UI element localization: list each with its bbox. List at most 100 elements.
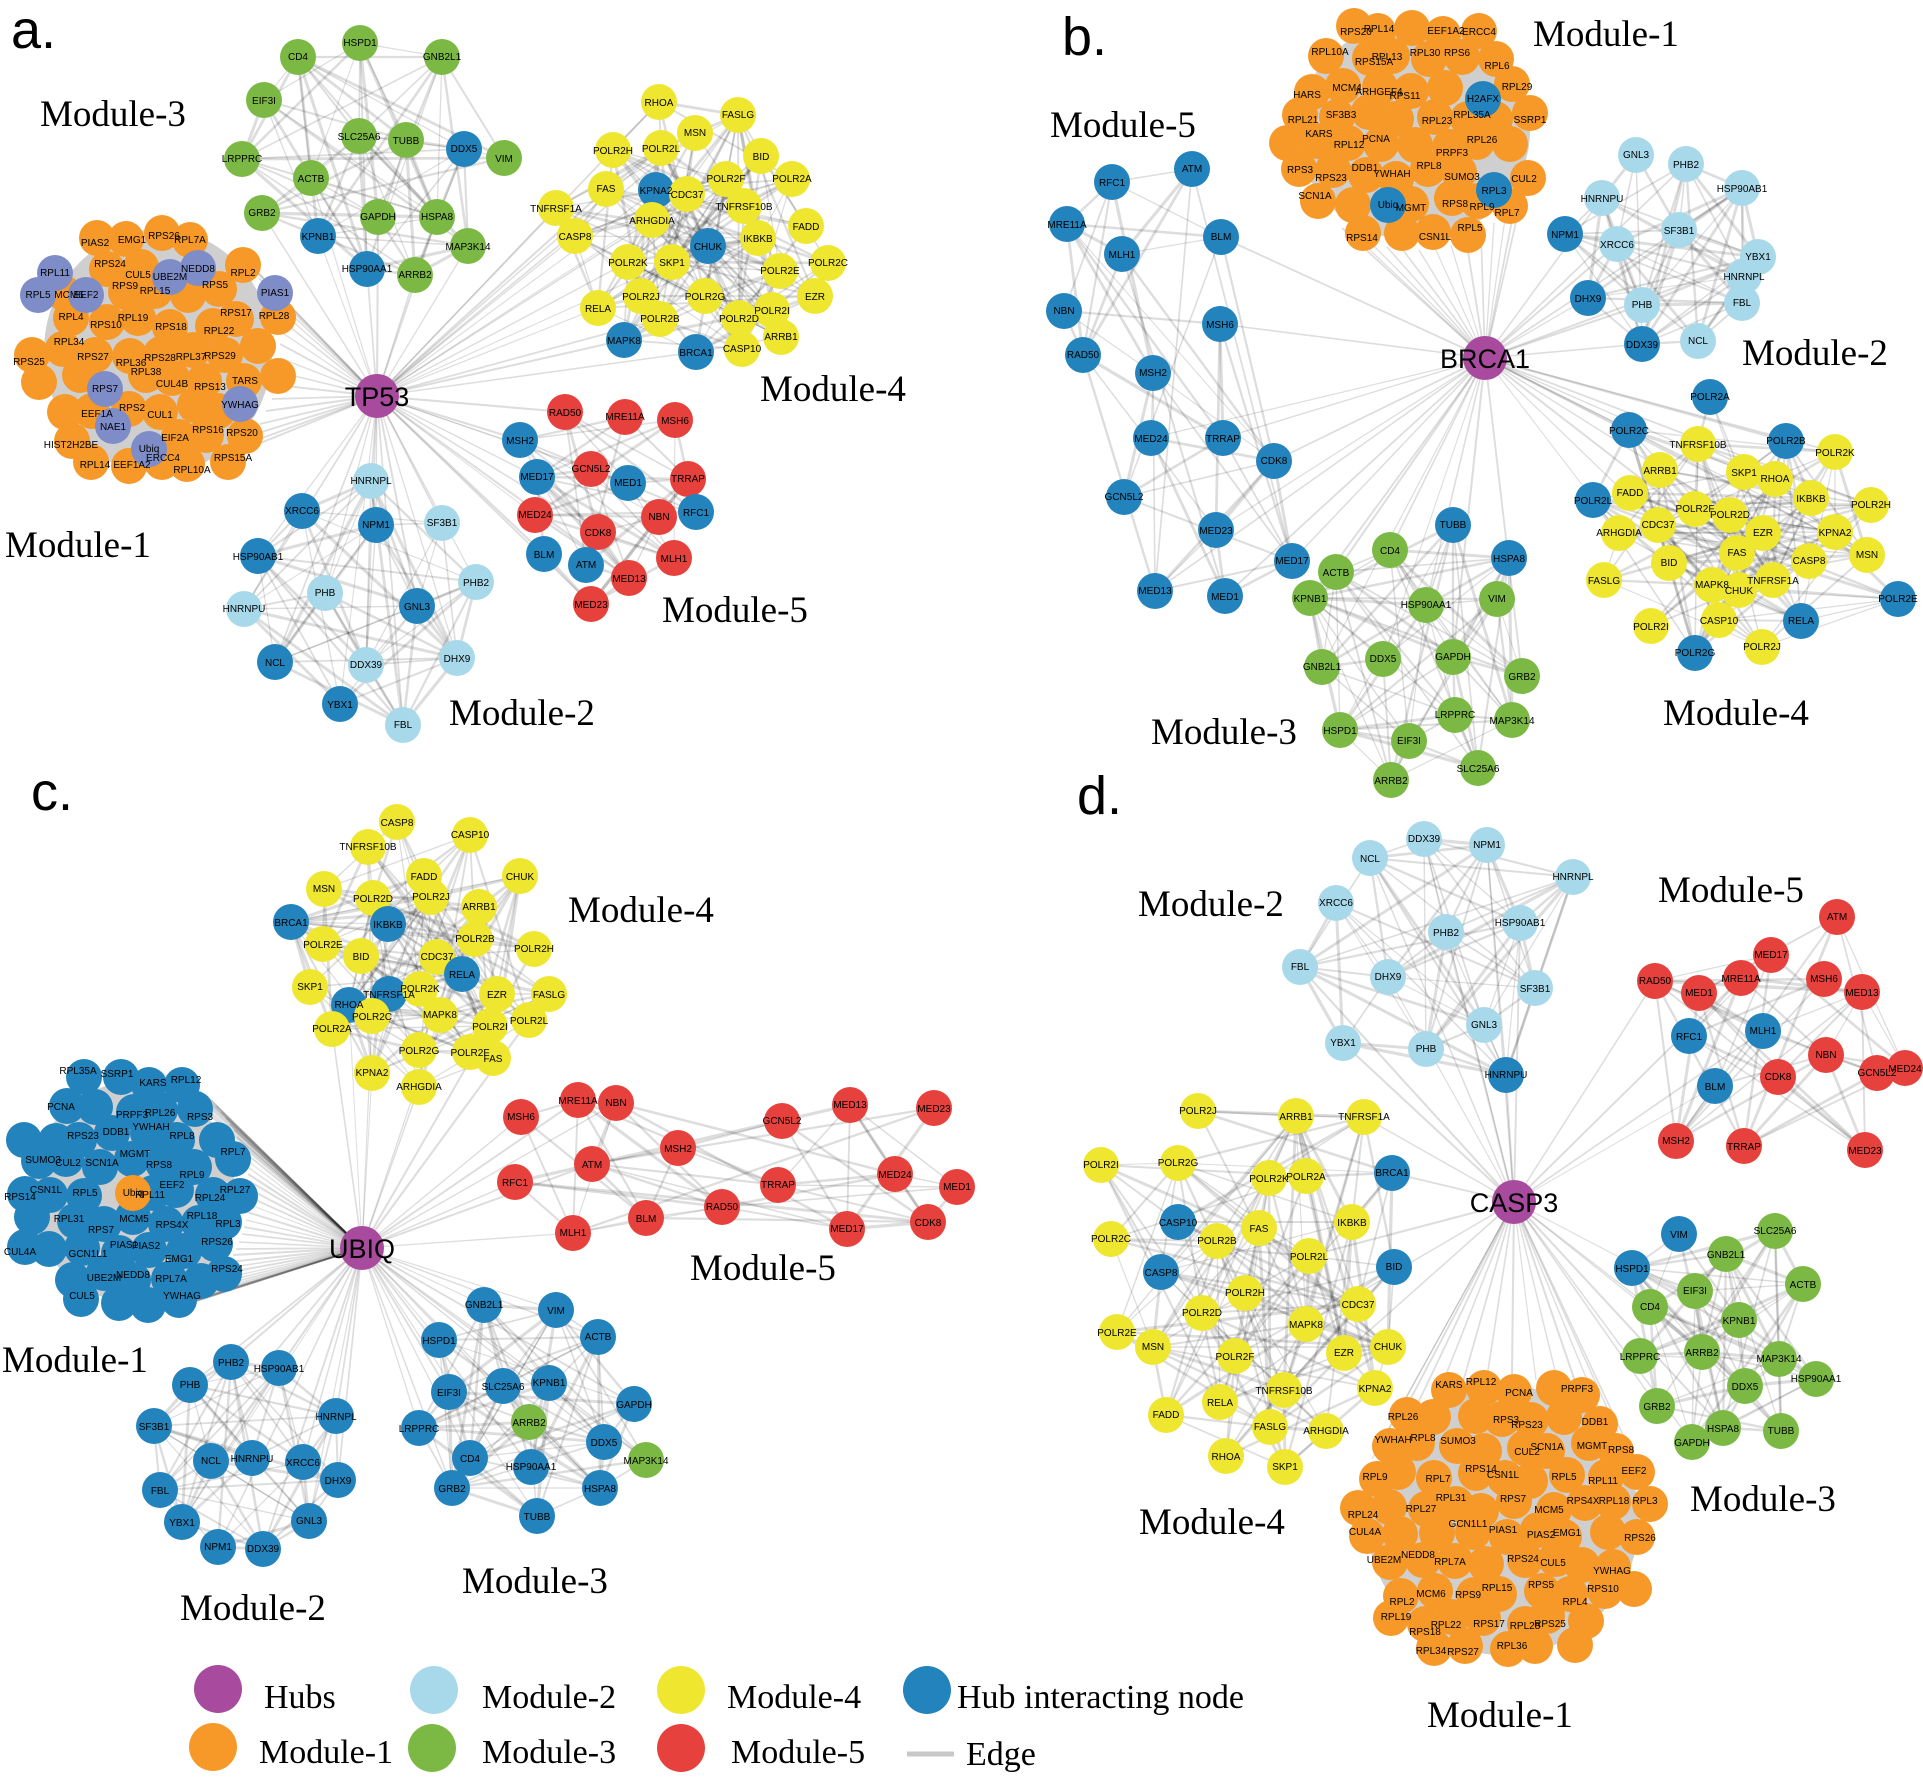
svg-text:RPS14: RPS14 bbox=[1346, 233, 1378, 244]
svg-text:LRPPRC: LRPPRC bbox=[222, 154, 263, 165]
svg-text:RPS4X: RPS4X bbox=[1567, 1496, 1600, 1507]
svg-text:MLH1: MLH1 bbox=[661, 554, 688, 565]
svg-text:HSPA8: HSPA8 bbox=[1707, 1424, 1739, 1435]
svg-text:RHOA: RHOA bbox=[645, 98, 674, 109]
svg-text:YWHAH: YWHAH bbox=[1373, 169, 1410, 180]
svg-text:CDC37: CDC37 bbox=[1642, 520, 1675, 531]
svg-text:POLR2A: POLR2A bbox=[1690, 392, 1730, 403]
svg-text:RPS26: RPS26 bbox=[1624, 1533, 1656, 1544]
svg-text:EEF1A: EEF1A bbox=[81, 409, 113, 420]
svg-text:GAPDH: GAPDH bbox=[360, 212, 396, 223]
svg-text:RPL29: RPL29 bbox=[1502, 82, 1533, 93]
svg-text:RPL15: RPL15 bbox=[140, 286, 171, 297]
svg-text:BRCA1: BRCA1 bbox=[1375, 1168, 1409, 1179]
svg-text:MRE11A: MRE11A bbox=[558, 1096, 598, 1107]
svg-text:CHUK: CHUK bbox=[1374, 1342, 1403, 1353]
svg-text:TNFRSF1A: TNFRSF1A bbox=[1338, 1112, 1390, 1123]
svg-text:GNB2L1: GNB2L1 bbox=[1707, 1250, 1746, 1261]
svg-text:MED13: MED13 bbox=[833, 1100, 867, 1111]
svg-text:RPS15A: RPS15A bbox=[214, 453, 253, 464]
svg-text:PHB2: PHB2 bbox=[1673, 160, 1700, 171]
svg-text:SF3B1: SF3B1 bbox=[1664, 226, 1695, 237]
svg-text:POLR2H: POLR2H bbox=[1851, 500, 1891, 511]
svg-text:DDX39: DDX39 bbox=[1408, 834, 1441, 845]
svg-text:IKBKB: IKBKB bbox=[1796, 494, 1826, 505]
svg-text:RPS23: RPS23 bbox=[1511, 1420, 1543, 1431]
svg-text:MAP3K14: MAP3K14 bbox=[445, 242, 490, 253]
svg-text:YWHAH: YWHAH bbox=[132, 1122, 169, 1133]
svg-text:RFC1: RFC1 bbox=[1099, 178, 1126, 189]
svg-text:RPS7: RPS7 bbox=[88, 1225, 115, 1236]
svg-text:RPS8: RPS8 bbox=[146, 1160, 173, 1171]
svg-text:CDK8: CDK8 bbox=[1765, 1072, 1792, 1083]
svg-text:YWHAG: YWHAG bbox=[1593, 1566, 1631, 1577]
svg-text:RPL26: RPL26 bbox=[1467, 135, 1498, 146]
svg-text:PRPF3: PRPF3 bbox=[1561, 1384, 1594, 1395]
svg-text:SKP1: SKP1 bbox=[659, 258, 685, 269]
svg-text:GRB2: GRB2 bbox=[1643, 1402, 1671, 1413]
svg-text:RPL13: RPL13 bbox=[1372, 52, 1403, 63]
svg-text:DDX39: DDX39 bbox=[350, 660, 383, 671]
svg-text:MSH2: MSH2 bbox=[1662, 1136, 1690, 1147]
svg-text:PIAS2: PIAS2 bbox=[1527, 1530, 1556, 1541]
svg-text:RPL5: RPL5 bbox=[1551, 1472, 1576, 1483]
svg-text:RFC1: RFC1 bbox=[1676, 1032, 1703, 1043]
svg-text:ACTB: ACTB bbox=[1323, 568, 1350, 579]
svg-text:KPNA2: KPNA2 bbox=[356, 1068, 389, 1079]
svg-text:RPL35A: RPL35A bbox=[1453, 110, 1491, 121]
svg-text:EZR: EZR bbox=[487, 990, 507, 1001]
svg-text:GAPDH: GAPDH bbox=[1674, 1438, 1710, 1449]
svg-text:ARRB2: ARRB2 bbox=[1685, 1348, 1719, 1359]
svg-text:RPL19: RPL19 bbox=[118, 313, 149, 324]
svg-text:CUL5: CUL5 bbox=[125, 270, 151, 281]
svg-text:FASLG: FASLG bbox=[533, 990, 565, 1001]
svg-text:POLR2J: POLR2J bbox=[622, 292, 660, 303]
svg-text:Edge: Edge bbox=[966, 1736, 1036, 1773]
svg-text:CDK8: CDK8 bbox=[915, 1218, 942, 1229]
svg-text:b.: b. bbox=[1062, 7, 1107, 67]
svg-text:HSP90AB1: HSP90AB1 bbox=[1717, 184, 1768, 195]
svg-text:HSPA8: HSPA8 bbox=[1493, 554, 1525, 565]
svg-text:CSN1L: CSN1L bbox=[30, 1185, 63, 1196]
svg-text:RPL12: RPL12 bbox=[171, 1075, 202, 1086]
svg-text:POLR2A: POLR2A bbox=[772, 174, 812, 185]
svg-text:EEF1A2: EEF1A2 bbox=[1427, 26, 1465, 37]
svg-text:POLR2K: POLR2K bbox=[608, 258, 648, 269]
svg-text:EEF2: EEF2 bbox=[73, 290, 98, 301]
svg-text:HSP90AB1: HSP90AB1 bbox=[233, 552, 284, 563]
svg-text:POLR2F: POLR2F bbox=[1216, 1352, 1255, 1363]
svg-text:RFC1: RFC1 bbox=[502, 1178, 529, 1189]
svg-text:ERCC4: ERCC4 bbox=[146, 453, 180, 464]
svg-text:CUL5: CUL5 bbox=[69, 1291, 95, 1302]
svg-text:RPL26: RPL26 bbox=[1388, 1412, 1419, 1423]
svg-text:HNRNPU: HNRNPU bbox=[223, 604, 266, 615]
svg-text:EZR: EZR bbox=[1334, 1348, 1354, 1359]
svg-text:NBN: NBN bbox=[605, 1098, 626, 1109]
svg-text:MAPK8: MAPK8 bbox=[423, 1010, 457, 1021]
svg-text:NEDD8: NEDD8 bbox=[116, 1270, 150, 1281]
svg-text:RPL10A: RPL10A bbox=[1311, 47, 1349, 58]
svg-text:RPS20: RPS20 bbox=[1340, 27, 1372, 38]
svg-text:RPL2: RPL2 bbox=[230, 268, 255, 279]
svg-text:CUL2: CUL2 bbox=[1514, 1447, 1540, 1458]
svg-text:NBN: NBN bbox=[648, 512, 669, 523]
svg-text:RPL6: RPL6 bbox=[1484, 61, 1509, 72]
svg-text:MRE11A: MRE11A bbox=[1721, 974, 1761, 985]
svg-text:HSPD1: HSPD1 bbox=[1615, 1264, 1649, 1275]
svg-text:CUL4A: CUL4A bbox=[1349, 1527, 1382, 1538]
svg-text:LRPPRC: LRPPRC bbox=[1435, 710, 1476, 721]
svg-text:RPS5: RPS5 bbox=[202, 280, 229, 291]
svg-text:TNFRSF10B: TNFRSF10B bbox=[339, 842, 397, 853]
svg-text:RPL28: RPL28 bbox=[259, 311, 290, 322]
svg-text:RFC1: RFC1 bbox=[683, 508, 710, 519]
svg-text:ARHGEF4: ARHGEF4 bbox=[1355, 87, 1403, 98]
svg-text:MSN: MSN bbox=[1856, 550, 1878, 561]
svg-text:RAD50: RAD50 bbox=[1639, 976, 1672, 987]
svg-text:RAD50: RAD50 bbox=[706, 1202, 739, 1213]
svg-text:CDC37: CDC37 bbox=[1342, 1300, 1375, 1311]
svg-text:ATM: ATM bbox=[1827, 912, 1847, 923]
svg-text:FADD: FADD bbox=[1617, 488, 1644, 499]
svg-text:MED1: MED1 bbox=[943, 1182, 971, 1193]
svg-text:Module-4: Module-4 bbox=[760, 369, 906, 410]
svg-text:SLC25A6: SLC25A6 bbox=[1754, 1226, 1797, 1237]
